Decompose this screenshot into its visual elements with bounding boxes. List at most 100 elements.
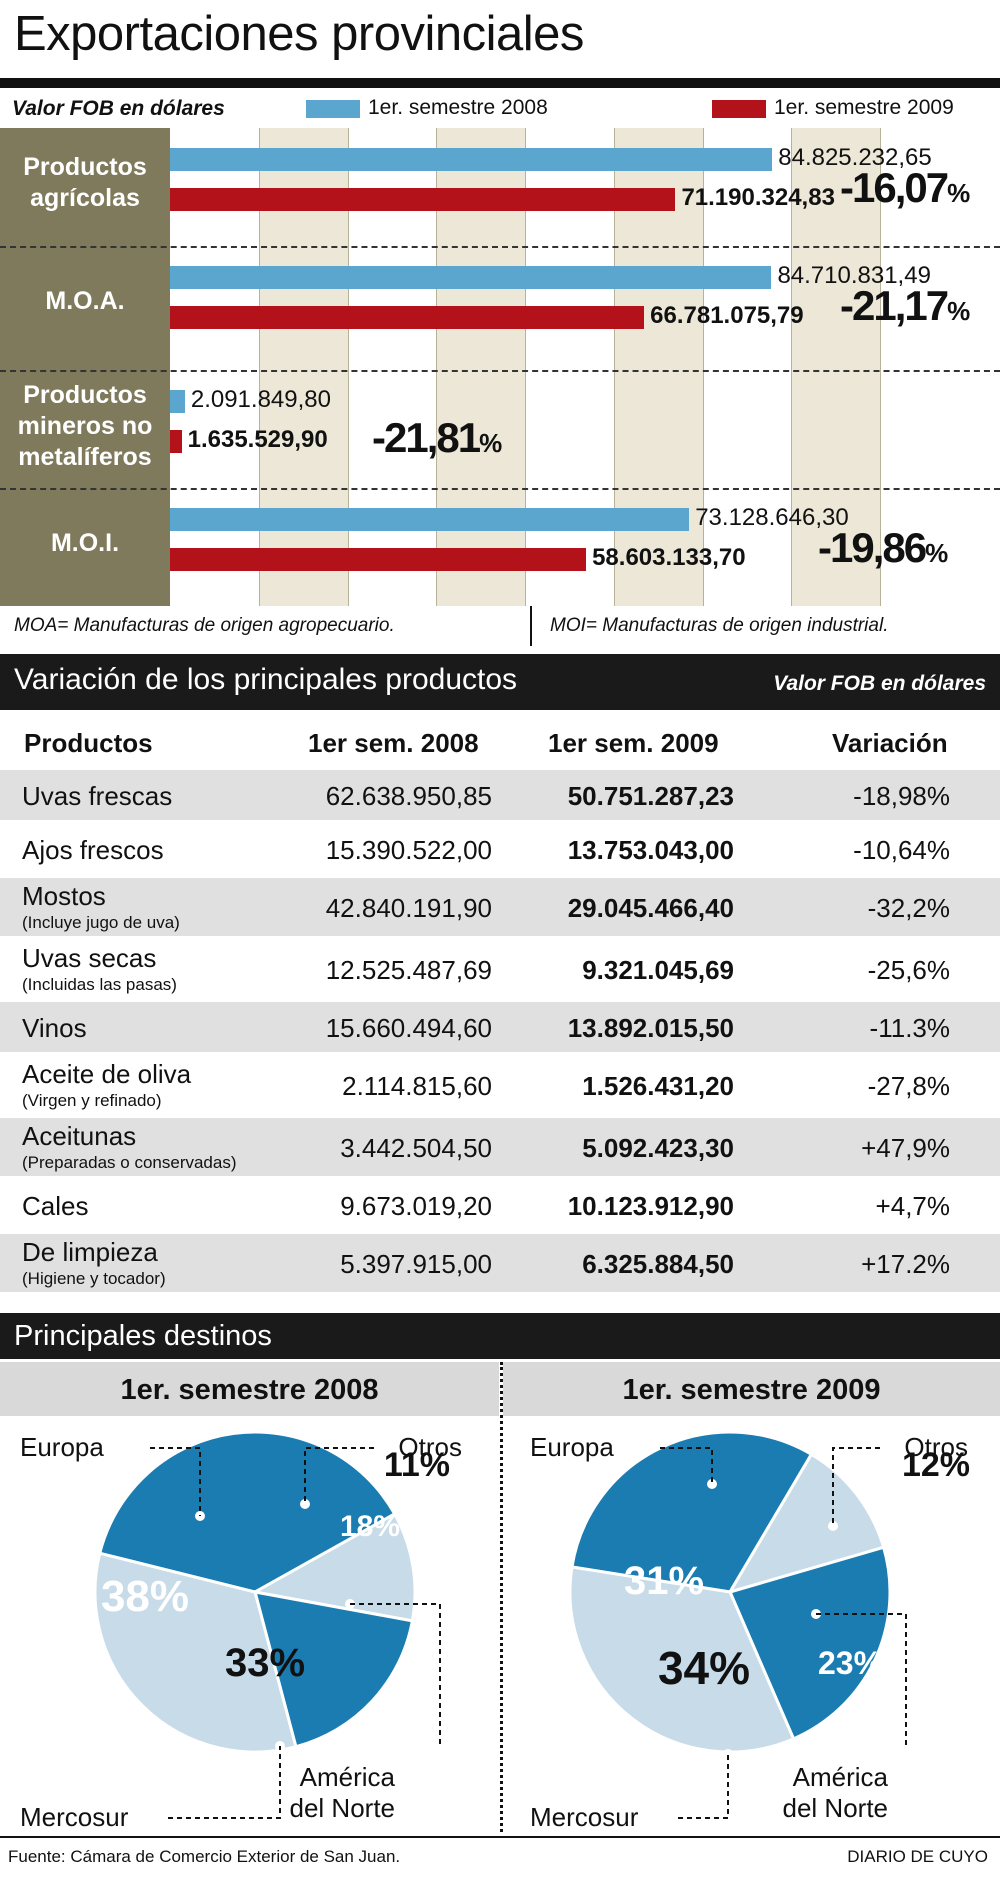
- publisher-credit: DIARIO DE CUYO: [847, 1847, 988, 1866]
- destinations-section-header: Principales destinos: [0, 1313, 1000, 1359]
- pie-value-mercosur: 33%: [225, 1641, 305, 1685]
- variation-unit: %: [925, 538, 949, 568]
- product-name: Uvas secas: [22, 943, 157, 973]
- table-row: Mostos (Incluye jugo de uva) 42.840.191,90…: [0, 878, 1000, 936]
- value-2009: 13.892.015,50: [567, 1013, 734, 1043]
- leader-line: [304, 1447, 374, 1504]
- pie-value-europa: 31%: [624, 1559, 704, 1603]
- value-2008: 3.442.504,50: [340, 1133, 492, 1163]
- bar-2009: [170, 188, 676, 211]
- bar-2008: [170, 390, 185, 413]
- footer-rule: [0, 1836, 1000, 1838]
- pie-slice-otros: [250, 1511, 417, 1623]
- value-2009: 10.123.912,90: [567, 1191, 734, 1221]
- grid-line: [613, 128, 615, 606]
- variation: +47,9%: [861, 1133, 950, 1163]
- pie-2009-title: 1er. semestre 2009: [622, 1374, 881, 1406]
- bar-label-2009: 58.603.133,70: [592, 544, 746, 571]
- group-separator: [0, 488, 1000, 490]
- pie-value-otros: 12%: [902, 1446, 970, 1484]
- value-2008: 12.525.487,69: [325, 955, 492, 985]
- category-label: agrícolas: [30, 184, 140, 212]
- bar-2009: [170, 306, 645, 329]
- value-2009: 5.092.423,30: [582, 1133, 734, 1163]
- products-section-title: Variación de los principales productos: [14, 663, 518, 696]
- leader-dot: [723, 1749, 733, 1759]
- title-rule: [0, 78, 1000, 88]
- legend-swatch-2009: [712, 100, 766, 118]
- legend-label-2008: 1er. semestre 2008: [368, 96, 548, 119]
- variation-unit: %: [479, 428, 503, 458]
- products-section-header: Variación de los principales productos V…: [0, 654, 1000, 710]
- product-name: Mostos: [22, 881, 106, 911]
- variation-value: -16,07: [840, 164, 949, 211]
- variation: -11.3%: [869, 1013, 950, 1043]
- variation: -10,64%: [853, 835, 950, 865]
- bar-label-2009: 66.781.075,79: [650, 302, 804, 329]
- product-name: Aceitunas: [22, 1121, 137, 1151]
- table-row: Cales 9.673.019,20 10.123.912,90 +4,7%: [0, 1180, 1000, 1230]
- value-2009: 50.751.287,23: [567, 781, 734, 811]
- variation: -18,98%: [853, 781, 950, 811]
- leader-line: [168, 1746, 281, 1819]
- product-subtitle: (Preparadas o conservadas): [22, 1153, 237, 1172]
- variation: -32,2%: [867, 893, 950, 923]
- product-name: Vinos: [22, 1013, 87, 1043]
- variation-value: -19,86: [818, 524, 927, 571]
- pies-divider: [500, 1362, 503, 1832]
- legend-unit-label: Valor FOB en dólares: [12, 97, 225, 120]
- value-2008: 2.114.815,60: [342, 1071, 492, 1101]
- pie-label-norte: América: [793, 1762, 889, 1792]
- pie-slice-europa: [97, 1430, 397, 1594]
- pie-label-otros: Otros: [398, 1432, 462, 1462]
- pie-label-norte: del Norte: [783, 1793, 889, 1823]
- leader-line: [660, 1447, 713, 1484]
- table-row: Aceite de oliva (Virgen y refinado) 2.114.…: [0, 1056, 1000, 1114]
- export-bar-chart: Productos agrícolas 84.825.232,65 71.190.32…: [0, 128, 1000, 606]
- table-row: Aceitunas (Preparadas o conservadas) 3.442…: [0, 1118, 1000, 1176]
- bar-2009: [170, 548, 587, 571]
- leader-line: [150, 1447, 201, 1516]
- abbreviation-notes: MOA= Manufacturas de origen agropecuario…: [0, 606, 1000, 646]
- pie-slice-mercosur: [93, 1551, 298, 1754]
- category-label: M.O.I.: [50, 529, 120, 557]
- pie-2008-title: 1er. semestre 2008: [120, 1374, 379, 1406]
- value-2009: 29.045.466,40: [567, 893, 734, 923]
- bar-2008: [170, 266, 772, 289]
- value-2008: 15.660.494,60: [325, 1013, 492, 1043]
- bar-2008: [170, 148, 773, 171]
- grid-line: [702, 128, 704, 606]
- leader-line: [350, 1603, 441, 1746]
- variation: +4,7%: [875, 1191, 950, 1221]
- header-productos: Productos: [24, 728, 153, 758]
- leader-dot: [707, 1479, 717, 1489]
- grid-line: [525, 128, 526, 606]
- category-label: mineros no: [17, 412, 153, 440]
- category-column: [0, 128, 170, 606]
- pie-label-norte: América: [300, 1762, 396, 1792]
- grid-band: [791, 128, 880, 606]
- grid-line: [436, 128, 438, 606]
- bar-label-2009: 71.190.324,83: [681, 184, 835, 211]
- group-separator: [0, 370, 1000, 372]
- value-2008: 5.397.915,00: [340, 1249, 492, 1279]
- pie-label-otros: Otros: [904, 1432, 968, 1462]
- variation-percent: -16,07%: [840, 164, 970, 212]
- pie-slice-norte: [252, 1590, 415, 1749]
- legend-label-2009: 1er. semestre 2009: [774, 96, 954, 119]
- product-name: De limpieza: [22, 1237, 158, 1267]
- pie-label-europa: Europa: [530, 1432, 614, 1462]
- value-2009: 9.321.045,69: [582, 955, 734, 985]
- chart-legend: Valor FOB en dólares 1er. semestre 2008 …: [0, 92, 1000, 126]
- pie-value-otros: 11%: [384, 1446, 450, 1484]
- header-2009: 1er sem. 2009: [548, 728, 719, 758]
- bar-label-2008: 73.128.646,30: [695, 504, 849, 531]
- pie-2008-header: [0, 1362, 499, 1416]
- pie-2009-header: [503, 1362, 1000, 1416]
- value-2008: 62.638.950,85: [325, 781, 492, 811]
- pie-label-mercosur: Mercosur: [530, 1802, 639, 1832]
- grid-line: [258, 128, 260, 606]
- product-subtitle: (Higiene y tocador): [22, 1269, 166, 1288]
- header-variacion: Variación: [832, 728, 948, 758]
